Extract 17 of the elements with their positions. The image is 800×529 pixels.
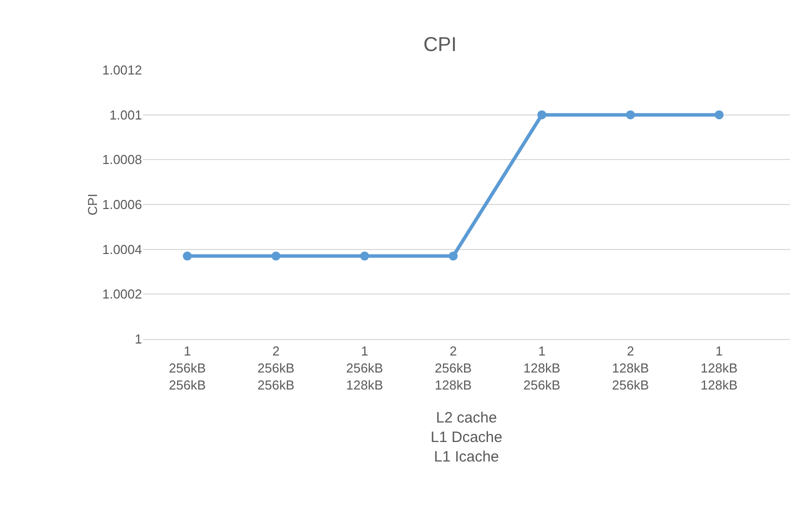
x-tick-label: 1 128kB 256kB — [523, 344, 560, 392]
y-tick-label: 1.0012 — [102, 62, 142, 78]
x-axis-title: L2 cache L1 Dcache L1 Icache — [430, 409, 502, 466]
y-tick-label: 1.0008 — [102, 152, 142, 168]
y-tick-label: 1 — [134, 332, 142, 347]
y-axis-title: CPI — [85, 194, 100, 216]
y-tick-label: 1.0006 — [102, 197, 142, 212]
x-tick-label: 2 256kB 256kB — [258, 344, 294, 392]
x-tick-label: 2 256kB 128kB — [434, 344, 472, 392]
x-tick-label: 2 128kB 256kB — [612, 344, 649, 392]
y-tick-label: 1.0004 — [102, 242, 142, 257]
x-tick-label: 1 256kB 256kB — [168, 344, 206, 392]
x-tick-label: 1 256kB 128kB — [346, 344, 384, 392]
y-tick-label: 1.001 — [109, 107, 142, 122]
chart-title: CPI — [423, 34, 457, 56]
x-tick-label: 1 128kB 128kB — [700, 344, 738, 392]
y-tick-label: 1.0002 — [102, 286, 142, 302]
